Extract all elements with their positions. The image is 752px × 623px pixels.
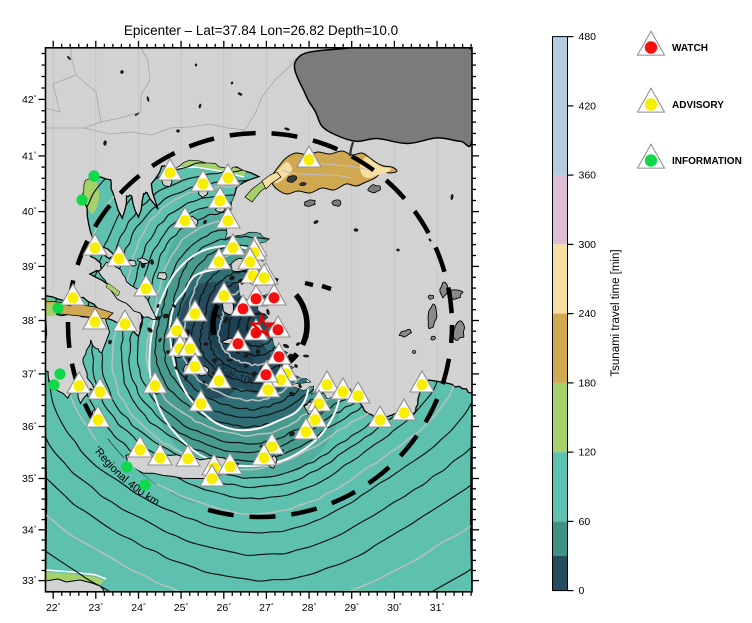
svg-text:60: 60 xyxy=(579,516,591,528)
svg-text:22°: 22° xyxy=(46,602,61,614)
svg-text:38°: 38° xyxy=(22,315,37,327)
svg-text:0: 0 xyxy=(579,585,585,597)
svg-text:480: 480 xyxy=(579,31,597,43)
svg-text:Epicenter – Lat=37.84 Lon=26.8: Epicenter – Lat=37.84 Lon=26.82 Depth=10… xyxy=(124,23,398,38)
svg-text:31°: 31° xyxy=(430,602,445,614)
svg-text:INFORMATION: INFORMATION xyxy=(672,156,742,167)
svg-text:360: 360 xyxy=(579,170,597,182)
svg-text:30°: 30° xyxy=(387,602,402,614)
svg-text:23°: 23° xyxy=(89,602,104,614)
svg-text:28°: 28° xyxy=(302,602,317,614)
svg-text:Tsunami travel time [min]: Tsunami travel time [min] xyxy=(610,249,622,376)
svg-text:24°: 24° xyxy=(131,602,146,614)
svg-text:420: 420 xyxy=(579,100,597,112)
svg-text:25°: 25° xyxy=(174,602,189,614)
svg-text:ADVISORY: ADVISORY xyxy=(672,100,724,111)
svg-text:39°: 39° xyxy=(22,261,37,273)
svg-text:WATCH: WATCH xyxy=(672,43,708,54)
svg-text:40°: 40° xyxy=(22,206,37,218)
svg-text:41°: 41° xyxy=(22,150,37,162)
svg-text:29°: 29° xyxy=(344,602,359,614)
svg-text:42°: 42° xyxy=(22,94,37,106)
svg-text:37°: 37° xyxy=(22,368,37,380)
svg-text:180: 180 xyxy=(579,377,597,389)
svg-text:34°: 34° xyxy=(22,524,37,536)
svg-text:36°: 36° xyxy=(22,421,37,433)
svg-text:33°: 33° xyxy=(22,575,37,587)
svg-text:300: 300 xyxy=(579,239,597,251)
svg-text:120: 120 xyxy=(579,447,597,459)
svg-text:27°: 27° xyxy=(259,602,274,614)
svg-text:26°: 26° xyxy=(217,602,232,614)
svg-text:35°: 35° xyxy=(22,473,37,485)
svg-text:240: 240 xyxy=(579,308,597,320)
